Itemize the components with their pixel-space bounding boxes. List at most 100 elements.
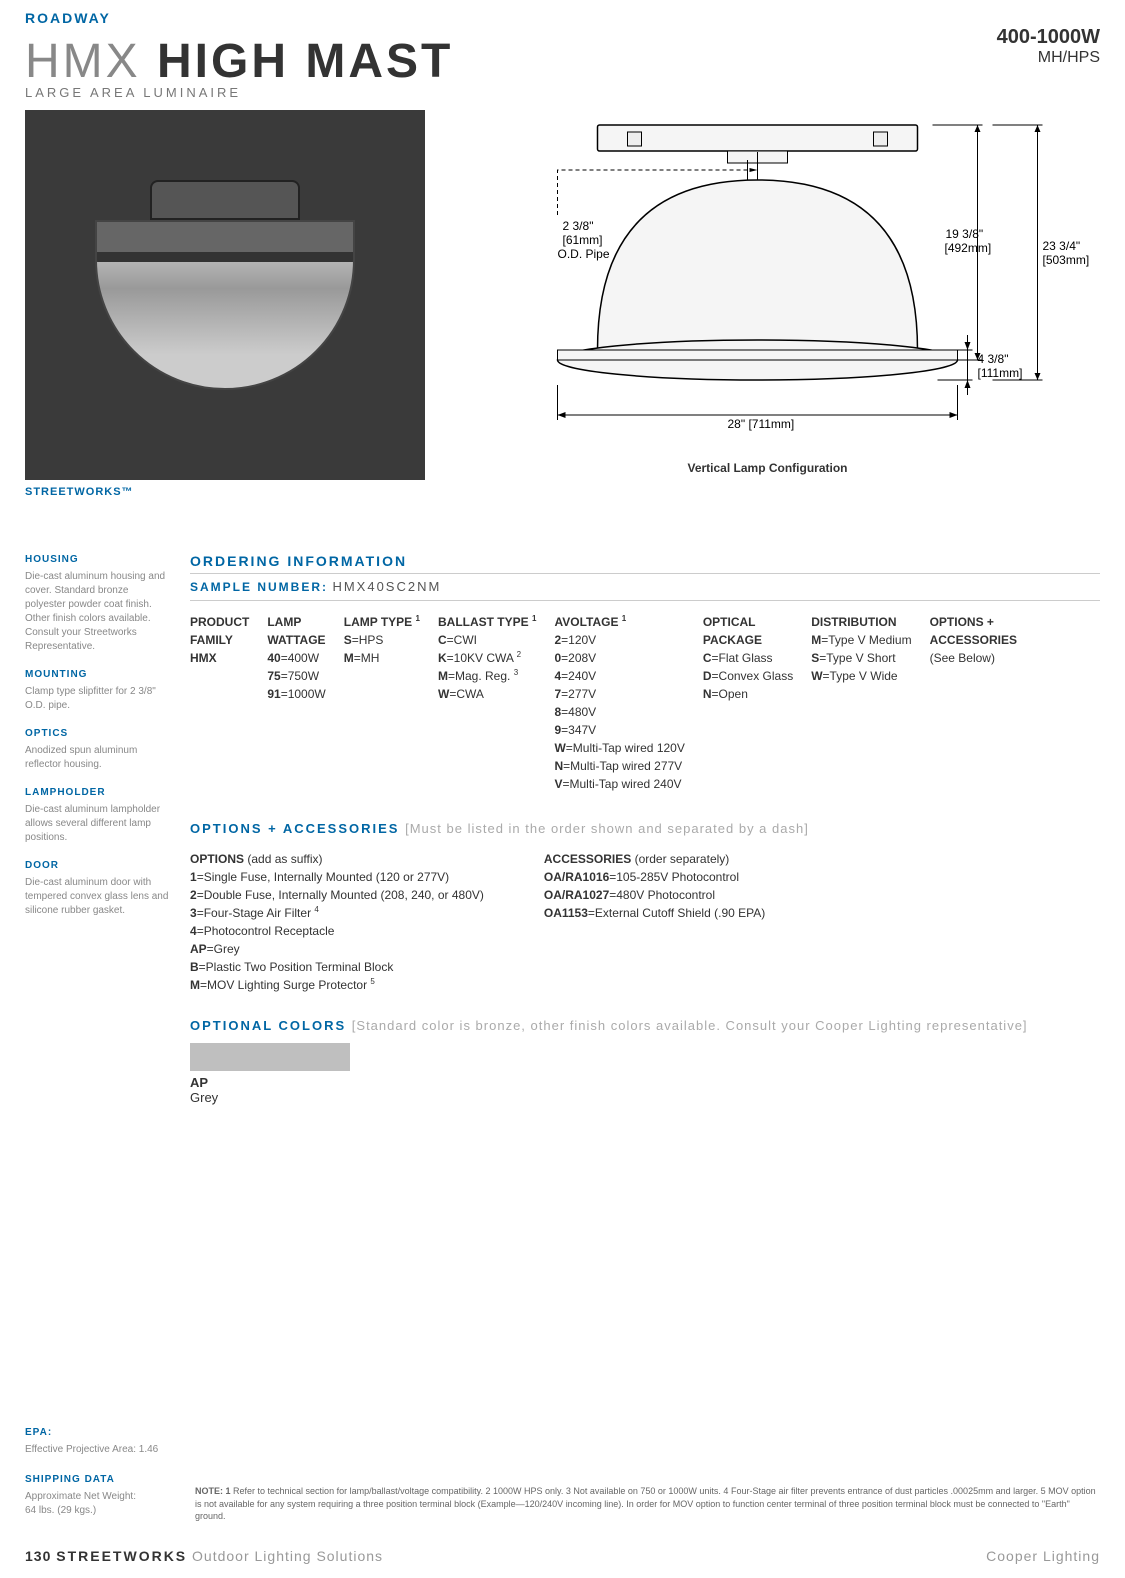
col-line: S=Type V Short xyxy=(811,649,911,667)
svg-text:23 3/4": 23 3/4" xyxy=(1043,239,1081,253)
ordering-grid: PRODUCT FAMILY HMX LAMP WATTAGE 40=400W … xyxy=(190,613,1100,793)
dimension-diagram: 2 3/8" [61mm] O.D. Pipe 19 3/8" [492mm] … xyxy=(435,110,1100,480)
col-h: DISTRIBUTION xyxy=(811,613,911,631)
col-line: 8=480V xyxy=(554,703,684,721)
col-line: 75=750W xyxy=(267,667,325,685)
brand-label: STREETWORKS™ xyxy=(25,486,425,498)
option-line: 3=Four-Stage Air Filter 4 xyxy=(190,904,484,922)
footer: 130 STREETWORKS Outdoor Lighting Solutio… xyxy=(25,1548,1100,1564)
diagram-svg: 2 3/8" [61mm] O.D. Pipe 19 3/8" [492mm] … xyxy=(435,110,1100,480)
bottom-left-block: EPA: Effective Projective Area: 1.46 SHI… xyxy=(25,1410,185,1518)
col-val: HMX xyxy=(190,649,249,667)
col-ballast: BALLAST TYPE 1 C=CWI K=10KV CWA 2 M=Mag.… xyxy=(438,613,536,793)
sidebar-t-mounting: Clamp type slipfitter for 2 3/8" O.D. pi… xyxy=(25,685,170,713)
photo-column: STREETWORKS™ xyxy=(25,110,425,498)
col-h: AVOLTAGE 1 xyxy=(554,613,684,631)
wattage-type: MH/HPS xyxy=(997,49,1100,67)
product-photo xyxy=(25,110,425,480)
sample-row: SAMPLE NUMBER: HMX40SC2NM xyxy=(190,573,1100,601)
col-line: 91=1000W xyxy=(267,685,325,703)
ordering-heading: ORDERING INFORMATION xyxy=(190,553,1100,569)
col-h: BALLAST TYPE 1 xyxy=(438,613,536,631)
option-line: 1=Single Fuse, Internally Mounted (120 o… xyxy=(190,868,484,886)
category-label: ROADWAY xyxy=(25,10,1100,26)
col-h: LAMP TYPE 1 xyxy=(344,613,420,631)
svg-text:4 3/8": 4 3/8" xyxy=(978,352,1009,366)
options-row: OPTIONS (add as suffix) 1=Single Fuse, I… xyxy=(190,850,1100,994)
colors-heading: OPTIONAL COLORS [Standard color is bronz… xyxy=(190,1018,1100,1033)
col-h: LAMP xyxy=(267,613,325,631)
col-h: ACCESSORIES xyxy=(930,631,1017,649)
shipping-l1: Approximate Net Weight: xyxy=(25,1490,185,1504)
option-line: OA/RA1027=480V Photocontrol xyxy=(544,886,765,904)
sidebar: HOUSING Die-cast aluminum housing and co… xyxy=(25,553,170,1105)
col-line: 0=208V xyxy=(554,649,684,667)
col-line: M=MH xyxy=(344,649,420,667)
col-h: OPTICAL xyxy=(703,613,793,631)
col-line: M=Mag. Reg. 3 xyxy=(438,667,536,685)
col-line: N=Multi-Tap wired 277V xyxy=(554,757,684,775)
swatch-label: AP Grey xyxy=(190,1075,1100,1105)
svg-text:[492mm]: [492mm] xyxy=(945,241,992,255)
sidebar-h-mounting: MOUNTING xyxy=(25,668,170,682)
col-line: C=CWI xyxy=(438,631,536,649)
sidebar-h-door: DOOR xyxy=(25,859,170,873)
sidebar-t-optics: Anodized spun aluminum reflector housing… xyxy=(25,744,170,772)
title-bold: HIGH MAST xyxy=(157,35,453,88)
fixture-illustration xyxy=(85,180,365,410)
svg-text:19 3/8": 19 3/8" xyxy=(946,227,984,241)
top-images: STREETWORKS™ 2 3/8" [61mm] O.D. Pipe xyxy=(25,110,1100,498)
options-heading: OPTIONS + ACCESSORIES [Must be listed in… xyxy=(190,821,1100,836)
option-line: 2=Double Fuse, Internally Mounted (208, … xyxy=(190,886,484,904)
sidebar-h-optics: OPTICS xyxy=(25,727,170,741)
diagram-caption: Vertical Lamp Configuration xyxy=(687,461,847,475)
color-swatch xyxy=(190,1043,350,1071)
col-line: 4=240V xyxy=(554,667,684,685)
epa-heading: EPA: xyxy=(25,1426,185,1440)
col-line: V=Multi-Tap wired 240V xyxy=(554,775,684,793)
option-line: OA1153=External Cutoff Shield (.90 EPA) xyxy=(544,904,765,922)
sidebar-t-housing: Die-cast aluminum housing and cover. Sta… xyxy=(25,570,170,654)
sidebar-h-lampholder: LAMPHOLDER xyxy=(25,786,170,800)
sidebar-h-housing: HOUSING xyxy=(25,553,170,567)
svg-text:[61mm]: [61mm] xyxy=(563,233,603,247)
col-family: PRODUCT FAMILY HMX xyxy=(190,613,249,793)
col-wattage: LAMP WATTAGE 40=400W 75=750W 91=1000W xyxy=(267,613,325,793)
col-line: N=Open xyxy=(703,685,793,703)
epa-text: Effective Projective Area: 1.46 xyxy=(25,1443,185,1457)
col-line: C=Flat Glass xyxy=(703,649,793,667)
option-line: 4=Photocontrol Receptacle xyxy=(190,922,484,940)
svg-text:28" [711mm]: 28" [711mm] xyxy=(728,417,795,431)
footer-left: 130 STREETWORKS Outdoor Lighting Solutio… xyxy=(25,1548,383,1564)
col-h: WATTAGE xyxy=(267,631,325,649)
header-row: HMX HIGH MAST LARGE AREA LUMINAIRE 400-1… xyxy=(25,26,1100,100)
shipping-heading: SHIPPING DATA xyxy=(25,1473,185,1487)
col-line: S=HPS xyxy=(344,631,420,649)
option-line: AP=Grey xyxy=(190,940,484,958)
options-right-h: ACCESSORIES (order separately) xyxy=(544,850,765,868)
sidebar-t-lampholder: Die-cast aluminum lampholder allows seve… xyxy=(25,803,170,845)
wattage-range: 400-1000W xyxy=(997,26,1100,49)
col-optical: OPTICAL PACKAGE C=Flat Glass D=Convex Gl… xyxy=(703,613,793,793)
col-distribution: DISTRIBUTION M=Type V Medium S=Type V Sh… xyxy=(811,613,911,793)
wattage-block: 400-1000W MH/HPS xyxy=(997,26,1100,67)
col-line: K=10KV CWA 2 xyxy=(438,649,536,667)
col-line: D=Convex Glass xyxy=(703,667,793,685)
col-lamptype: LAMP TYPE 1 S=HPS M=MH xyxy=(344,613,420,793)
col-line: M=Type V Medium xyxy=(811,631,911,649)
page-title: HMX HIGH MAST xyxy=(25,34,453,89)
title-thin: HMX xyxy=(25,35,141,88)
svg-text:O.D. Pipe: O.D. Pipe xyxy=(558,247,610,261)
content-column: ORDERING INFORMATION SAMPLE NUMBER: HMX4… xyxy=(190,553,1100,1105)
col-voltage: AVOLTAGE 1 2=120V 0=208V 4=240V 7=277V 8… xyxy=(554,613,684,793)
col-h: PACKAGE xyxy=(703,631,793,649)
option-line: OA/RA1016=105-285V Photocontrol xyxy=(544,868,765,886)
col-line: 9=347V xyxy=(554,721,684,739)
svg-text:[111mm]: [111mm] xyxy=(978,366,1023,380)
option-line: B=Plastic Two Position Terminal Block xyxy=(190,958,484,976)
title-block: HMX HIGH MAST LARGE AREA LUMINAIRE xyxy=(25,34,453,100)
footer-right: Cooper Lighting xyxy=(986,1548,1100,1564)
col-options: OPTIONS + ACCESSORIES (See Below) xyxy=(930,613,1017,793)
sample-label: SAMPLE NUMBER: xyxy=(190,580,328,594)
svg-text:2 3/8": 2 3/8" xyxy=(563,219,594,233)
